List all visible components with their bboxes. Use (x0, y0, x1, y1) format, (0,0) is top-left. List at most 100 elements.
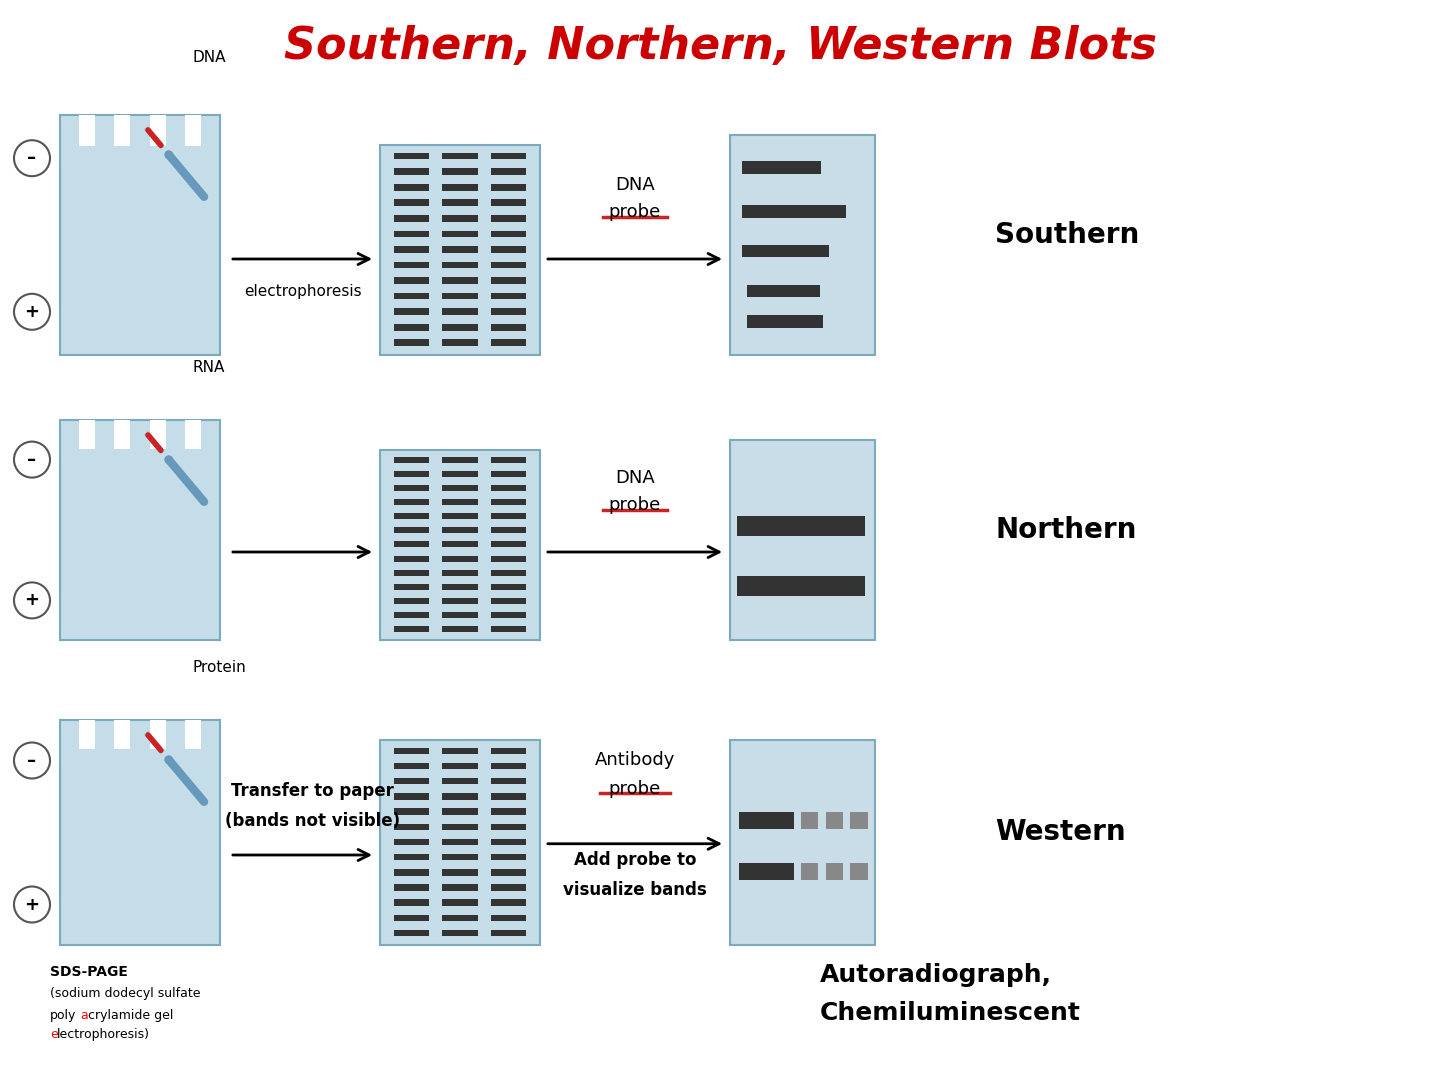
Bar (491, 541, 527, 548)
Bar (442, 485, 478, 491)
Bar (442, 884, 478, 890)
Bar (491, 471, 527, 477)
Bar (442, 200, 478, 206)
Bar (491, 246, 527, 252)
Bar (747, 285, 819, 296)
Text: –: – (27, 752, 36, 769)
Bar (491, 458, 527, 463)
Bar (491, 854, 527, 860)
Text: SDS-PAGE: SDS-PAGE (50, 966, 128, 979)
Bar (393, 513, 429, 520)
Bar (730, 135, 876, 355)
Bar (442, 293, 478, 300)
Bar (442, 612, 478, 618)
Bar (491, 583, 527, 590)
Bar (60, 420, 220, 640)
Bar (491, 869, 527, 875)
Bar (393, 824, 429, 830)
Bar (737, 516, 865, 536)
Bar (442, 748, 478, 754)
Bar (442, 598, 478, 604)
Bar (184, 115, 200, 146)
Bar (442, 793, 478, 800)
Bar (393, 555, 429, 562)
Bar (442, 471, 478, 477)
Bar (491, 153, 527, 159)
Bar (442, 169, 478, 175)
Bar (491, 763, 527, 769)
Bar (739, 863, 793, 881)
Bar (393, 839, 429, 845)
Circle shape (14, 294, 50, 330)
Bar (442, 246, 478, 252)
Text: crylamide gel: crylamide gel (88, 1008, 173, 1022)
Bar (393, 499, 429, 505)
Text: lectrophoresis): lectrophoresis) (58, 1028, 150, 1041)
Bar (393, 293, 429, 300)
Bar (491, 839, 527, 845)
Bar (114, 115, 131, 146)
Bar (442, 541, 478, 548)
Bar (393, 869, 429, 875)
Bar (393, 598, 429, 604)
Bar (393, 169, 429, 175)
Bar (393, 339, 429, 346)
Bar (737, 576, 865, 596)
Text: probe: probe (609, 780, 661, 798)
Bar (393, 324, 429, 331)
Bar (393, 809, 429, 815)
Bar (393, 277, 429, 284)
Text: +: + (24, 592, 39, 609)
Text: –: – (27, 451, 36, 468)
Bar (442, 839, 478, 845)
Bar (491, 231, 527, 237)
Text: a: a (81, 1008, 88, 1022)
Text: Add probe to: Add probe to (573, 851, 697, 869)
Bar (491, 748, 527, 754)
Bar (491, 824, 527, 830)
Bar (442, 153, 478, 159)
Text: DNA: DNA (193, 50, 226, 66)
Bar (442, 184, 478, 190)
Bar (393, 915, 429, 921)
Bar (491, 555, 527, 562)
Bar (442, 339, 478, 346)
Bar (851, 812, 868, 829)
Bar (393, 541, 429, 548)
Bar (491, 308, 527, 315)
Bar (442, 915, 478, 921)
Text: poly: poly (50, 1008, 76, 1022)
Text: +: + (24, 896, 39, 914)
Text: DNA: DNA (615, 469, 655, 487)
Bar (442, 930, 478, 937)
Bar (393, 748, 429, 754)
Bar (491, 324, 527, 331)
Bar (393, 485, 429, 491)
Bar (742, 205, 847, 218)
Text: (sodium dodecyl sulfate: (sodium dodecyl sulfate (50, 987, 200, 1000)
Bar (150, 720, 166, 750)
Bar (739, 812, 793, 829)
Bar (825, 812, 842, 829)
Circle shape (14, 441, 50, 478)
Circle shape (14, 742, 50, 779)
Bar (380, 145, 540, 355)
Bar (442, 499, 478, 505)
Bar (491, 513, 527, 520)
Bar (393, 184, 429, 190)
Text: DNA: DNA (615, 176, 655, 194)
Bar (393, 930, 429, 937)
Bar (393, 884, 429, 890)
Bar (393, 458, 429, 463)
Bar (442, 555, 478, 562)
Bar (393, 215, 429, 221)
Bar (825, 863, 842, 881)
Bar (442, 513, 478, 520)
Bar (491, 884, 527, 890)
Bar (393, 612, 429, 618)
Bar (60, 115, 220, 355)
Text: Southern: Southern (995, 221, 1139, 249)
Bar (393, 231, 429, 237)
Text: Southern, Northern, Western Blots: Southern, Northern, Western Blots (284, 25, 1156, 68)
Text: RNA: RNA (193, 360, 226, 375)
